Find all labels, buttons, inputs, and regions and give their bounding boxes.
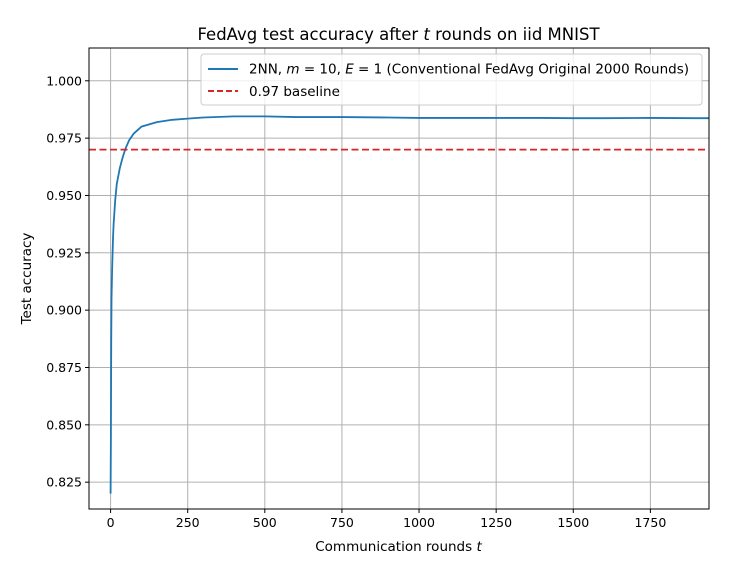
x-axis-label: Communication rounds t xyxy=(315,539,482,555)
y-tick-label: 0.925 xyxy=(46,245,82,260)
x-tick-label: 750 xyxy=(330,515,354,530)
legend-box xyxy=(200,53,703,106)
y-axis: 0.825 0.850 0.875 0.900 0.925 0.950 0.975 1.000 xyxy=(46,73,89,490)
y-tick-label: 1.000 xyxy=(46,73,82,88)
legend-label-accuracy: 2NN, m = 10, E = 1 (Conventional FedAvg … xyxy=(249,62,689,78)
y-tick-label: 0.950 xyxy=(46,188,82,203)
legend-label-baseline: 0.97 baseline xyxy=(249,84,340,100)
y-tick-label: 0.975 xyxy=(46,131,82,146)
series-group xyxy=(89,115,709,494)
y-axis-label: Test accuracy xyxy=(19,233,35,326)
plot-area xyxy=(88,47,710,510)
legend: 2NN, m = 10, E = 1 (Conventional FedAvg … xyxy=(200,53,703,106)
x-tick-label: 0 xyxy=(107,515,115,530)
y-tick-label: 0.825 xyxy=(46,475,82,490)
x-tick-label: 500 xyxy=(253,515,277,530)
accuracy-series-line xyxy=(109,115,709,494)
x-axis: 0 250 500 750 1000 1250 1500 1750 xyxy=(107,509,666,530)
x-tick-label: 1750 xyxy=(634,515,666,530)
y-tick-label: 0.875 xyxy=(46,360,82,375)
x-tick-label: 1250 xyxy=(480,515,512,530)
chart-title: FedAvg test accuracy after t rounds on i… xyxy=(197,25,600,44)
grid xyxy=(89,48,709,509)
x-tick-label: 250 xyxy=(176,515,200,530)
x-tick-label: 1500 xyxy=(557,515,589,530)
y-tick-label: 0.900 xyxy=(46,303,82,318)
y-tick-label: 0.850 xyxy=(46,417,82,432)
x-tick-label: 1000 xyxy=(403,515,435,530)
